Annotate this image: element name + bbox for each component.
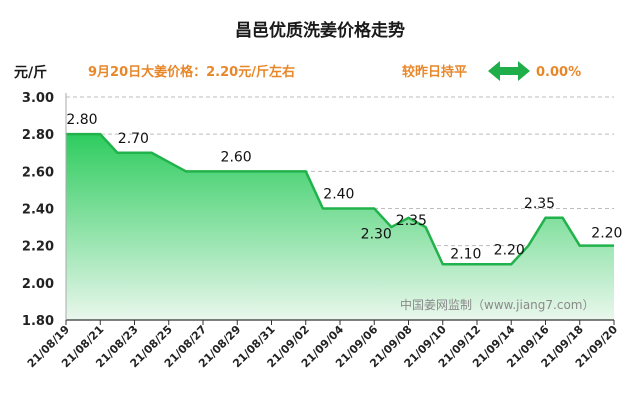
data-label: 2.20 [494,242,525,258]
data-label: 2.70 [118,131,149,147]
y-axis-ticks: 1.80 2.00 2.20 2.40 2.60 2.80 3.00 [22,91,54,329]
series-line [66,132,614,266]
y-tick-label: 3.00 [22,91,54,106]
area-fill [66,134,614,320]
y-tick-label: 2.00 [22,277,54,292]
data-labels: 2.802.702.602.402.302.352.10 2.202.352.20 [66,112,622,262]
data-label: 2.35 [524,196,555,212]
y-tick-label: 2.80 [22,128,54,143]
y-tick-label: 2.40 [22,203,54,218]
y-tick-label: 2.20 [22,240,54,255]
double-arrow-icon [488,61,530,81]
chart-title: 昌邑优质洗姜价格走势 [235,20,405,41]
price-area [66,132,614,320]
unit-label: 元/斤 [14,64,47,81]
data-label: 2.40 [323,187,354,203]
price-note: 9月20日大姜价格：2.20元/斤左右 [88,64,295,80]
x-axis-ticks: 21/08/1921/08/2121/08/2321/08/2521/08/27… [25,320,620,370]
y-tick-label: 1.80 [22,314,54,329]
data-label: 2.80 [66,112,97,128]
compare-value: 0.00% [536,65,581,80]
data-label: 2.30 [361,227,392,243]
compare-label: 较昨日持平 [402,64,467,80]
data-label: 2.10 [450,246,481,262]
watermark: 中国姜网监制（www.jiang7.com） [400,297,594,312]
data-label: 2.35 [396,213,427,229]
y-tick-label: 2.60 [22,165,54,180]
data-label: 2.20 [591,226,622,242]
data-label: 2.60 [221,149,252,165]
